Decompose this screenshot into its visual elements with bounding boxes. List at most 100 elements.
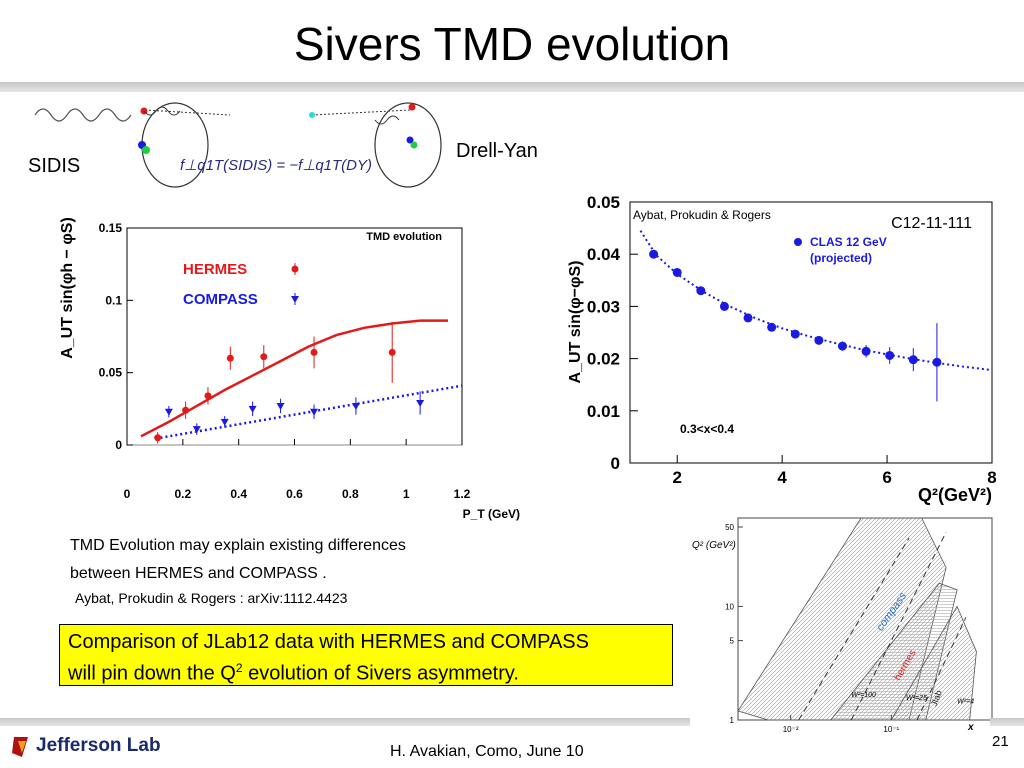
y-tick-label: 0.05: [99, 366, 123, 380]
x-tick-label: 0.4: [230, 487, 247, 501]
y-tick-label: 0: [611, 454, 620, 473]
data-point-compass: [310, 408, 319, 416]
data-point-clas12: [908, 355, 918, 365]
line-label-w4: W²=4: [957, 698, 974, 705]
x-tick-label: 10⁻²: [783, 725, 799, 734]
y-tick-label: 10: [725, 602, 734, 611]
highlight-box: Comparison of JLab12 data with HERMES an…: [59, 624, 673, 686]
legend-marker: [291, 296, 299, 303]
y-tick-label: 1: [730, 716, 735, 725]
chart-clas12: 2 4 6 8 0 0.01 0.02 0.03 0.04 0.05 Aybat, Prokudin…: [567, 193, 997, 505]
x-tick-label: 0: [124, 487, 131, 501]
plot-frame: [629, 201, 993, 464]
x-tick-label: 1: [403, 487, 410, 501]
data-point-clas12: [837, 341, 847, 351]
footer-text: H. Avakian, Como, June 10: [390, 743, 584, 760]
footer-divider-right: [990, 718, 1024, 726]
theory-curve-compass: [160, 384, 463, 439]
data-point-hermes: [182, 406, 190, 414]
x-tick-label: 1.2: [454, 487, 471, 501]
y-tick-label: 50: [725, 523, 734, 532]
kinematic-note: 0.3<x<0.4: [680, 422, 734, 436]
data-point-hermes: [226, 354, 234, 362]
page-title: Sivers TMD evolution: [293, 18, 731, 70]
data-point-clas12: [861, 346, 871, 356]
legend-marker: [291, 265, 299, 273]
x-tick-label: 8: [987, 468, 996, 487]
highlight-line2: will pin down the Q2 evolution of Sivers…: [68, 661, 519, 685]
data-point-clas12: [696, 286, 706, 296]
y-tick-label: 5: [730, 637, 735, 646]
page-number: 21: [992, 733, 1009, 750]
x-axis-label: P_T (GeV): [463, 507, 520, 521]
y-tick-label: 0.02: [587, 350, 620, 369]
data-point-clas12: [932, 357, 942, 367]
line-label-w25: W²=25: [906, 695, 927, 702]
data-point-compass: [192, 426, 201, 434]
x-tick-label: 2: [672, 468, 681, 487]
jlab-logo-icon: [12, 737, 28, 757]
line-label-w100: W²=100: [851, 692, 876, 699]
logo-text: Jefferson Lab: [36, 735, 161, 756]
data-point-hermes: [310, 348, 318, 356]
w2-25-line: [850, 531, 947, 721]
sidis-green-dot: [142, 146, 150, 154]
y-tick-label: 0.15: [99, 221, 123, 235]
w2-100-line: [798, 537, 910, 721]
legend-marker: [794, 238, 802, 246]
data-point-clas12: [719, 301, 729, 311]
x-tick-label: 10⁻¹: [883, 725, 899, 734]
label-sidis: SIDIS: [28, 155, 81, 177]
sidis-gluon: [143, 106, 181, 116]
dy-quark-line: [311, 109, 411, 116]
data-point-hermes: [260, 353, 268, 361]
legend-label-line1: CLAS 12 GeV: [810, 235, 887, 249]
sidis-nucleon: [141, 102, 209, 188]
sidis-quark-line: [144, 109, 231, 116]
data-point-compass: [416, 400, 425, 408]
reference-text: Aybat, Prokudin & Rogers : arXiv:1112.44…: [75, 590, 348, 606]
y-axis-label: A_UT sin(φh − φS): [59, 217, 76, 359]
annotation-authors: Aybat, Prokudin & Rogers: [633, 208, 771, 222]
data-point-clas12: [743, 313, 753, 323]
body-text-line1: TMD Evolution may explain existing diffe…: [70, 537, 406, 554]
data-point-clas12: [649, 249, 659, 259]
data-point-compass: [220, 418, 229, 426]
dy-nucleon: [374, 102, 442, 188]
data-point-clas12: [767, 322, 777, 332]
y-tick-label: 0.1: [105, 293, 122, 307]
region-jlab: [890, 605, 977, 721]
legend-label-hermes: HERMES: [183, 261, 247, 278]
body-text-line2: between HERMES and COMPASS .: [70, 565, 327, 582]
data-point-clas12: [672, 267, 682, 277]
title-divider: [0, 82, 1024, 92]
jefferson-lab-logo: Jefferson Lab: [10, 733, 161, 761]
x-axis-label: Q²(GeV²): [918, 485, 992, 505]
process-diagram: f⊥q1T(SIDIS) = −f⊥q1T(DY): [34, 102, 442, 188]
x-tick-label: 0.8: [342, 487, 359, 501]
x-tick-label: 0.2: [174, 487, 191, 501]
chart-hermes-compass: 0 0.2 0.4 0.6 0.8 1 1.2 0 0.05 0.1 0.15 TMD evoluti…: [59, 217, 520, 521]
x-axis-label: x: [967, 722, 974, 733]
chart-title: TMD evolution: [366, 231, 442, 243]
legend-label-line2: (projected): [810, 251, 872, 265]
x-tick-label: 6: [882, 468, 891, 487]
y-tick-label: 0.05: [587, 193, 620, 212]
w2-4-line: [916, 617, 967, 721]
y-tick-label: 0: [115, 438, 122, 452]
y-tick-label: 0.03: [587, 297, 620, 316]
data-point-hermes: [388, 348, 396, 356]
data-point-hermes: [204, 392, 212, 400]
label-drell-yan: Drell-Yan: [456, 140, 538, 162]
data-point-compass: [276, 402, 285, 410]
y-axis-label: A_UT sin(φ−φS): [567, 261, 584, 384]
dy-green-dot: [410, 141, 418, 149]
y-tick-label: 0.04: [587, 245, 621, 264]
x-tick-label: 4: [777, 468, 787, 487]
chart-kinematic-coverage: W²=100 W²=25 W²=4compasshermesJlab15105010…: [680, 510, 996, 735]
plot-frame: [126, 227, 463, 446]
highlight-line1: Comparison of JLab12 data with HERMES an…: [68, 631, 589, 653]
data-point-clas12: [885, 350, 895, 360]
photon-line: [34, 108, 132, 122]
dy-gluon: [374, 115, 400, 125]
